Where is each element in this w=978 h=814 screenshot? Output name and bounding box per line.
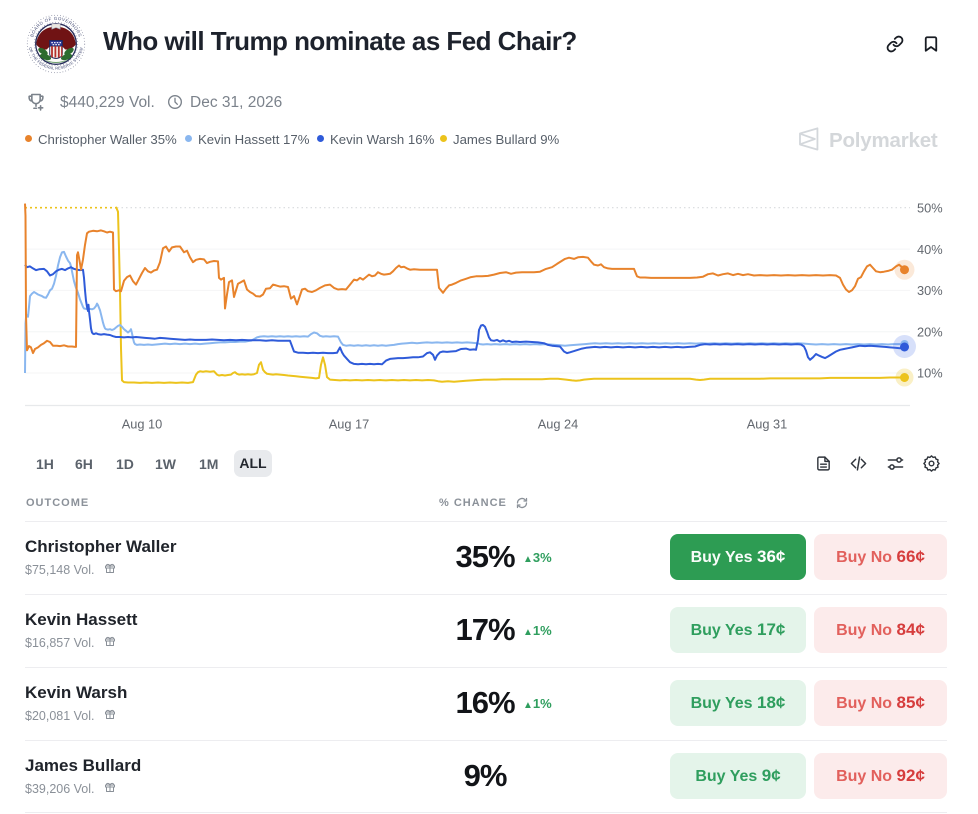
svg-text:Aug 31: Aug 31 <box>747 417 788 432</box>
svg-text:40%: 40% <box>917 242 943 257</box>
svg-text:Aug 17: Aug 17 <box>329 417 370 432</box>
svg-text:Aug 24: Aug 24 <box>538 417 579 432</box>
svg-text:20%: 20% <box>917 324 943 339</box>
svg-text:50%: 50% <box>917 201 943 216</box>
svg-text:10%: 10% <box>917 366 943 381</box>
svg-text:Aug 10: Aug 10 <box>122 417 163 432</box>
svg-text:30%: 30% <box>917 283 943 298</box>
